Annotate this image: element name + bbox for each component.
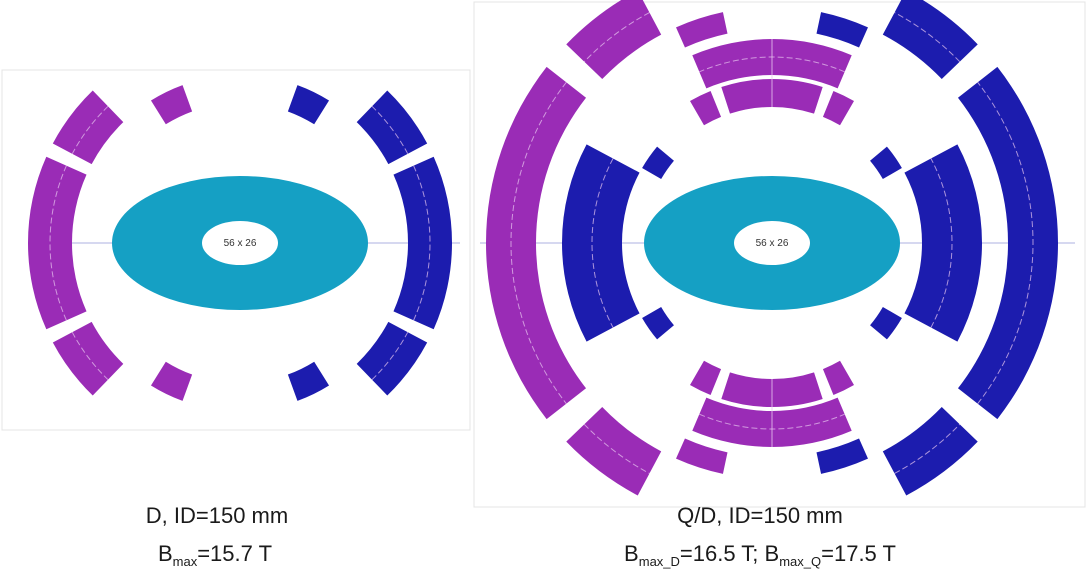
left-outer-coil-east <box>393 156 453 330</box>
right-caption-title: Q/D, ID=150 mm <box>677 503 843 528</box>
right-b2-value: =17.5 T <box>821 541 896 566</box>
left-outer-coil-ne <box>356 90 428 165</box>
right-outer-coil-ne <box>882 0 978 80</box>
right-quad-side-br <box>822 360 854 396</box>
right-quad-coil-west-separator <box>591 158 614 328</box>
right-aperture <box>734 221 810 265</box>
left-outer-coil-east-separator <box>413 165 431 321</box>
right-aperture-label: 56 x 26 <box>756 238 789 249</box>
right-b2-subscript: max_Q <box>779 554 821 569</box>
right-quad-small-wsw <box>642 307 674 340</box>
right-outer-coil-west-separator <box>510 82 567 404</box>
right-magnet: 56 x 26 <box>644 176 900 310</box>
right-caption: Q/D, ID=150 mm Bmax_D=16.5 T; Bmax_Q=17.… <box>624 503 896 569</box>
coil-blocks <box>27 0 1059 496</box>
right-quad-small-wnw <box>642 146 674 179</box>
right-quad-side-tl <box>690 90 722 126</box>
right-outer-coil-sw <box>566 406 662 496</box>
right-outer-coil-west <box>485 66 587 420</box>
left-aperture-label: 56 x 26 <box>224 238 257 249</box>
left-aperture <box>202 221 278 265</box>
right-quad-side-bl <box>690 360 722 396</box>
right-outer-coil-east-separator <box>977 82 1034 404</box>
right-quad-small-ene <box>870 146 902 179</box>
left-outer-coil-se <box>356 321 428 396</box>
right-outer-coil-se-separator <box>894 423 961 474</box>
right-cap-coil-bottom-right <box>816 438 868 474</box>
right-quad-coil-east-separator <box>930 158 953 328</box>
right-panel-frame <box>473 1 1086 508</box>
right-outer-coil-ne-separator <box>894 12 961 63</box>
left-small-coil-nw <box>150 85 193 125</box>
right-b1-symbol: B <box>624 541 639 566</box>
left-caption-bmax: Bmax=15.7 T <box>158 541 272 569</box>
left-outer-coil-ne-separator <box>371 105 409 155</box>
right-quad-coil-west <box>562 144 640 342</box>
left-outer-coil-nw <box>52 90 124 165</box>
left-small-coil-ne <box>287 85 330 125</box>
right-cap-coil-bottom-left <box>676 438 728 474</box>
right-outer-coil-nw <box>566 0 662 80</box>
right-outer-coil-sw-separator <box>583 423 650 474</box>
left-panel-frame <box>1 69 471 431</box>
left-outer-coil-west <box>27 156 87 330</box>
left-outer-coil-sw-separator <box>71 331 109 381</box>
right-quad-side-tr <box>822 90 854 126</box>
left-caption-title: D, ID=150 mm <box>146 503 288 528</box>
right-outer-coil-nw-separator <box>583 12 650 63</box>
right-quad-coil-east <box>904 144 982 342</box>
left-outer-coil-nw-separator <box>71 105 109 155</box>
left-small-coil-sw <box>150 361 193 401</box>
left-b-subscript: max <box>173 554 198 569</box>
right-cap-coil-top-right <box>816 12 868 48</box>
left-outer-coil-sw <box>52 321 124 396</box>
left-b-symbol: B <box>158 541 173 566</box>
right-b1-value: =16.5 T; <box>680 541 765 566</box>
left-small-coil-se <box>287 361 330 401</box>
right-b2-symbol: B <box>765 541 780 566</box>
right-b1-subscript: max_D <box>639 554 680 569</box>
right-quad-small-ese <box>870 307 902 340</box>
left-outer-coil-west-separator <box>49 165 67 321</box>
left-outer-coil-se-separator <box>371 331 409 381</box>
left-magnet: 56 x 26 <box>112 176 368 310</box>
left-caption: D, ID=150 mm Bmax=15.7 T <box>146 503 288 569</box>
right-cap-coil-top-left <box>676 12 728 48</box>
left-b-value: =15.7 T <box>197 541 272 566</box>
right-outer-coil-east <box>957 66 1059 420</box>
right-caption-bmax: Bmax_D=16.5 T; Bmax_Q=17.5 T <box>624 541 896 569</box>
right-outer-coil-se <box>882 406 978 496</box>
